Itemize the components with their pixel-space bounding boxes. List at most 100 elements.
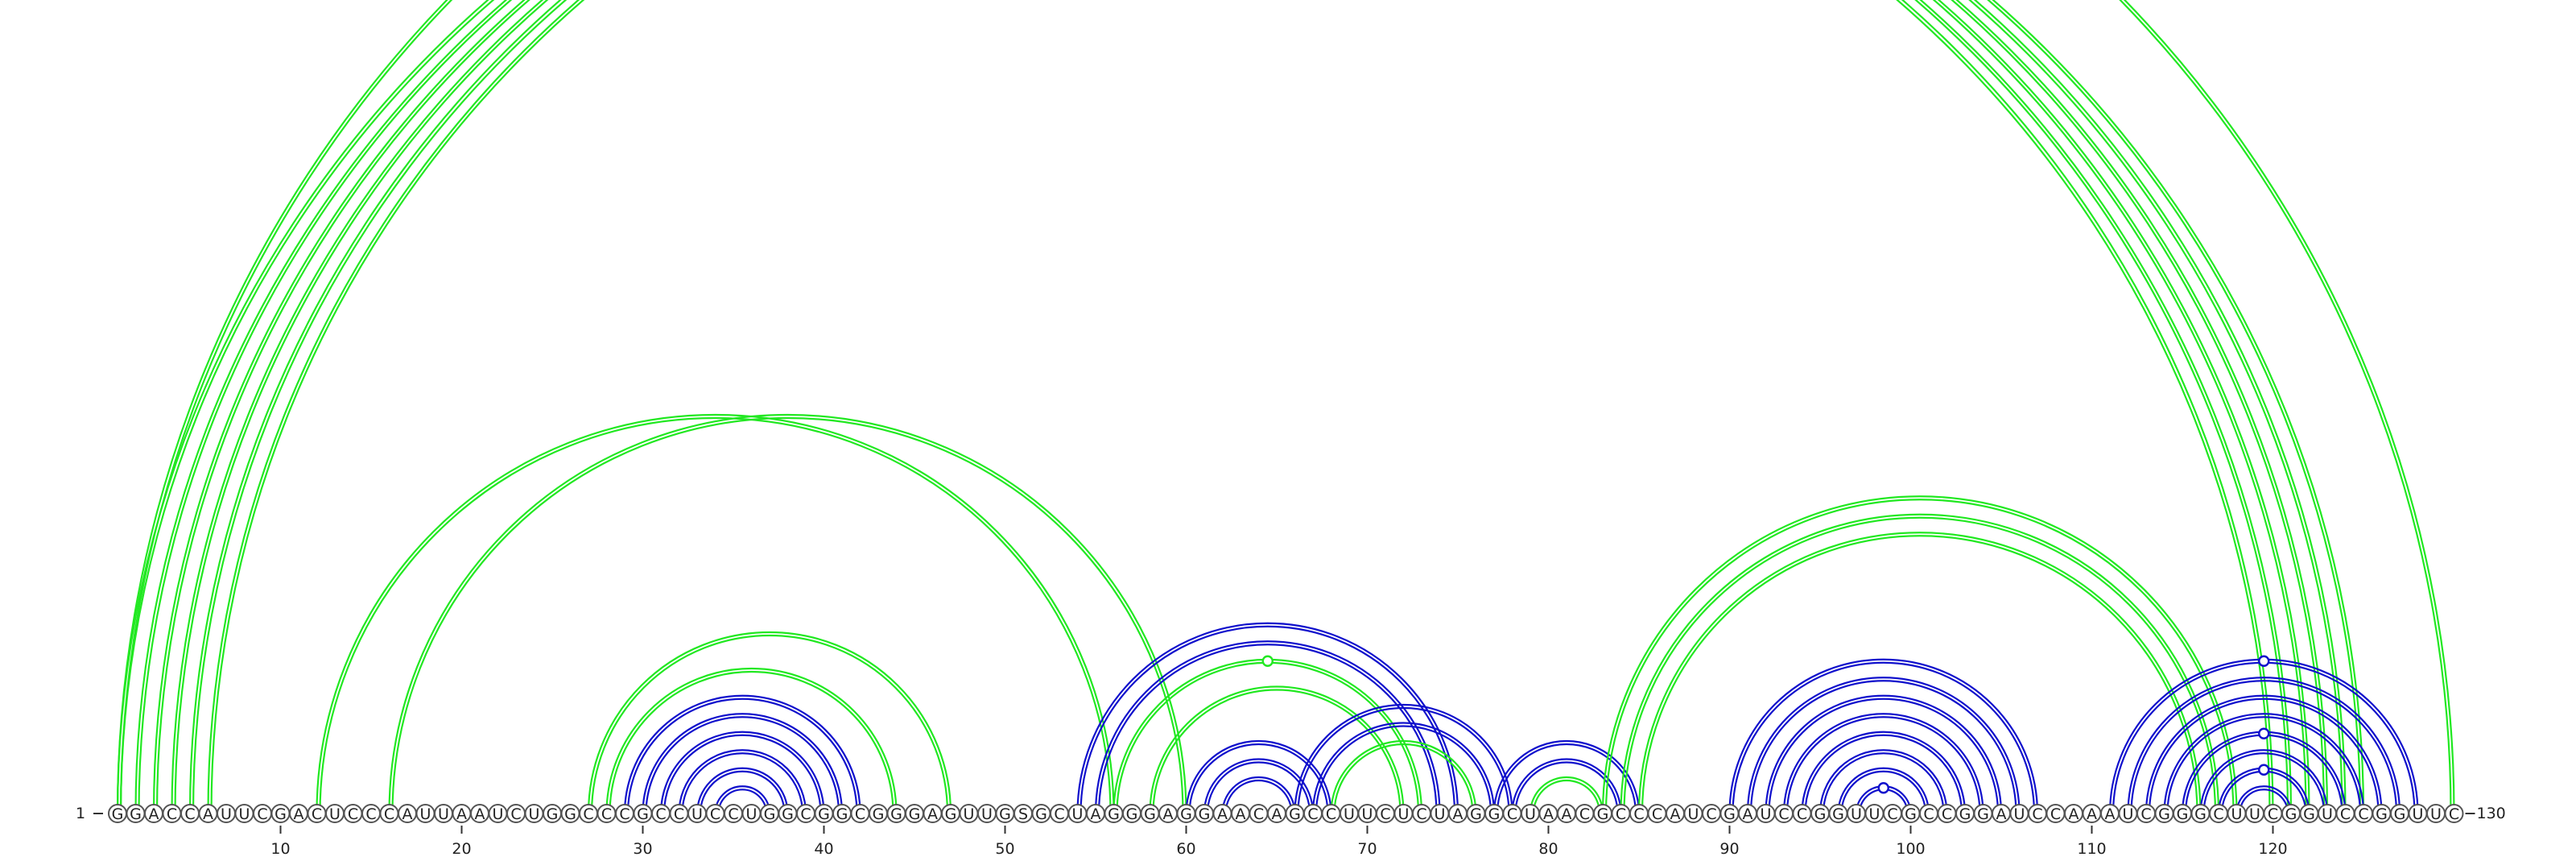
nucleotide: A xyxy=(289,804,308,823)
arc-27-47 xyxy=(587,631,952,814)
arc-inner-stroke xyxy=(2130,680,2398,814)
arc-layer xyxy=(116,0,2455,814)
nucleotide-letter: U xyxy=(1688,805,1699,823)
nucleotide-letter: G xyxy=(764,805,776,823)
nucleotide: U xyxy=(1067,804,1088,823)
axis-tick-label: 80 xyxy=(1538,840,1558,857)
nucleotide-letter: C xyxy=(855,805,865,823)
nucleotide: C xyxy=(1937,804,1957,823)
nucleotide: G xyxy=(1031,804,1051,823)
nucleotide-letter: G xyxy=(2158,805,2170,823)
arc-96-101 xyxy=(1837,767,1930,814)
nucleotide: U xyxy=(434,804,453,823)
nucleotide-letter: G xyxy=(1108,805,1120,823)
nucleotide: U xyxy=(1430,804,1450,823)
arc-outer-stroke xyxy=(188,0,2347,814)
nucleotide-letter: U xyxy=(1761,805,1772,823)
nucleotide: U xyxy=(1864,804,1885,823)
arc-77-85 xyxy=(1492,739,1641,814)
nucleotide-letter: C xyxy=(655,805,666,823)
arc-apex-marker xyxy=(2258,727,2270,739)
arc-34-37 xyxy=(714,785,771,814)
nucleotide: C xyxy=(2444,804,2464,823)
axis-tick-label: 40 xyxy=(814,840,833,857)
arc-inner-stroke xyxy=(1785,716,1981,814)
nucleotide-letter: U xyxy=(2322,805,2333,823)
nucleotide-letter: U xyxy=(438,805,449,823)
nucleotide: G xyxy=(1828,804,1848,823)
nucleotide-letter: G xyxy=(1488,805,1501,823)
arc-inner-stroke xyxy=(1297,706,1510,814)
nucleotide-letter: G xyxy=(275,805,287,823)
nucleotide-letter: A xyxy=(1670,805,1681,823)
arc-30-41 xyxy=(642,713,844,814)
arc-113-126 xyxy=(2145,694,2383,814)
arc-5-124 xyxy=(188,0,2347,814)
arc-outer-stroke xyxy=(1637,532,2202,814)
nucleotide: G xyxy=(995,804,1015,823)
nucleotide: U xyxy=(1393,804,1414,823)
nucleotide: C xyxy=(2136,804,2156,823)
arc-outer-stroke xyxy=(171,0,2329,814)
nucleotide: A xyxy=(1231,804,1250,823)
nucleotide: C xyxy=(180,804,200,823)
nucleotide: G xyxy=(2299,804,2319,823)
arc-68-76 xyxy=(1330,739,1477,814)
arc-outer-stroke xyxy=(1203,758,1315,814)
nucleotide-letter: A xyxy=(294,805,304,823)
nucleotide: C xyxy=(1502,804,1522,823)
arc-outer-stroke xyxy=(623,694,861,814)
nucleotide: U xyxy=(1340,804,1359,823)
nucleotide-letter: C xyxy=(2268,805,2278,823)
nucleotide-letter: U xyxy=(221,805,232,823)
arc-inner-stroke xyxy=(1732,661,2036,814)
nucleotide-letter: G xyxy=(1814,805,1827,823)
nucleotide: A xyxy=(452,804,472,823)
arc-114-125 xyxy=(2163,713,2365,814)
nucleotide-letter: C xyxy=(1706,805,1716,823)
nucleotide-letter: C xyxy=(2449,805,2459,823)
nucleotide-letter: U xyxy=(1525,805,1536,823)
arc-90-107 xyxy=(1728,658,2039,814)
nucleotide: A xyxy=(2082,804,2102,823)
arc-inner-stroke xyxy=(1768,698,2000,814)
arc-outer-stroke xyxy=(1601,495,2238,814)
nucleotide-letter: G xyxy=(2394,805,2406,823)
nucleotide-letter: C xyxy=(1942,805,1952,823)
arc-outer-stroke xyxy=(587,631,952,814)
nucleotide: C xyxy=(705,804,725,823)
nucleotide: C xyxy=(2263,804,2283,823)
nucleotide-letter: G xyxy=(2285,805,2297,823)
nucleotide-circle xyxy=(2444,804,2464,823)
nucleotide-letter: G xyxy=(547,805,559,823)
nucleotide-letter: A xyxy=(149,805,159,823)
nucleotide-letter: C xyxy=(1923,805,1934,823)
arc-inner-stroke xyxy=(2239,789,2289,814)
nucleotide-letter: G xyxy=(2303,805,2315,823)
nucleotide: U xyxy=(977,804,997,823)
arc-outer-stroke xyxy=(1221,776,1296,814)
nucleotide: U xyxy=(2245,804,2264,823)
end-index-label: 130 xyxy=(2477,805,2506,822)
axis-tick-label: 100 xyxy=(1896,840,1925,857)
arc-outer-stroke xyxy=(1818,749,1948,814)
arc-92-105 xyxy=(1765,694,2003,814)
nucleotide: C xyxy=(1702,804,1721,823)
nucleotide: C xyxy=(2028,804,2047,823)
nucleotide-letter: U xyxy=(691,805,703,823)
nucleotide: A xyxy=(1267,804,1286,823)
nucleotide-letter: G xyxy=(1959,805,1971,823)
nucleotide-letter: A xyxy=(1163,805,1174,823)
nucleotide-letter: G xyxy=(836,805,848,823)
arc-112-127 xyxy=(2127,677,2401,814)
arc-31-40 xyxy=(659,731,825,814)
arc-outer-stroke xyxy=(134,0,2293,814)
arc-outer-stroke xyxy=(116,0,2274,814)
nucleotide-letter: U xyxy=(2430,805,2442,823)
nucleotide-letter: C xyxy=(1326,805,1336,823)
axis-tick-label: 120 xyxy=(2258,840,2287,857)
nucleotide: A xyxy=(923,804,943,823)
nucleotide: C xyxy=(307,804,327,823)
arc-inner-stroke xyxy=(2166,716,2362,814)
